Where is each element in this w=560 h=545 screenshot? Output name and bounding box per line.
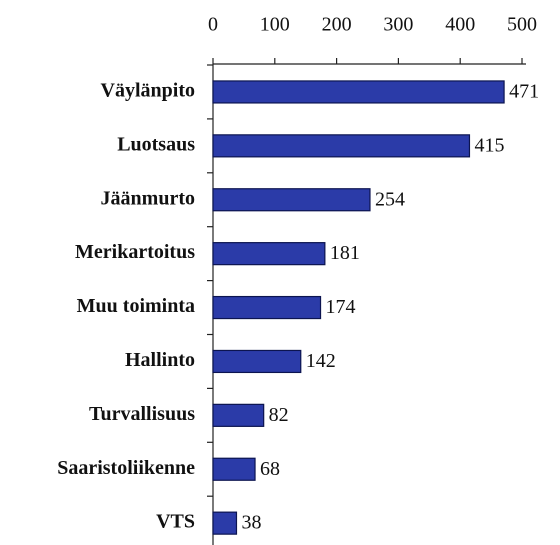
y-tick-label: VTS bbox=[156, 511, 195, 533]
data-label: 471 bbox=[509, 81, 539, 103]
x-tick-label: 200 bbox=[322, 14, 352, 36]
bar bbox=[212, 457, 256, 481]
data-label: 142 bbox=[306, 350, 336, 372]
bar bbox=[212, 242, 326, 266]
bar bbox=[212, 511, 238, 535]
bar bbox=[212, 134, 471, 158]
y-tick-label: Saaristoliikenne bbox=[57, 457, 195, 479]
bar bbox=[212, 349, 302, 374]
x-tick-label: 100 bbox=[260, 14, 290, 36]
x-tick-label: 0 bbox=[208, 14, 218, 36]
x-tick-label: 400 bbox=[445, 14, 475, 36]
bar bbox=[212, 403, 265, 427]
data-label: 82 bbox=[269, 404, 289, 426]
data-label: 415 bbox=[474, 134, 504, 156]
data-label: 181 bbox=[330, 242, 360, 264]
data-label: 38 bbox=[241, 512, 261, 534]
x-tick-label: 500 bbox=[507, 14, 537, 36]
data-label: 68 bbox=[260, 458, 280, 480]
data-label: 254 bbox=[375, 188, 405, 210]
y-tick-label: Muu toiminta bbox=[77, 295, 195, 317]
bar bbox=[212, 80, 505, 104]
y-tick-label: Luotsaus bbox=[117, 133, 195, 155]
y-tick-label: Väylänpito bbox=[101, 80, 195, 102]
x-tick-label: 300 bbox=[383, 14, 413, 36]
bar bbox=[212, 295, 322, 320]
y-tick-label: Jäänmurto bbox=[101, 187, 195, 209]
y-tick-label: Merikartoitus bbox=[75, 241, 195, 263]
y-tick-label: Turvallisuus bbox=[89, 403, 195, 425]
bar bbox=[212, 188, 371, 212]
y-tick-label: Hallinto bbox=[125, 349, 195, 371]
data-label: 174 bbox=[326, 296, 356, 318]
